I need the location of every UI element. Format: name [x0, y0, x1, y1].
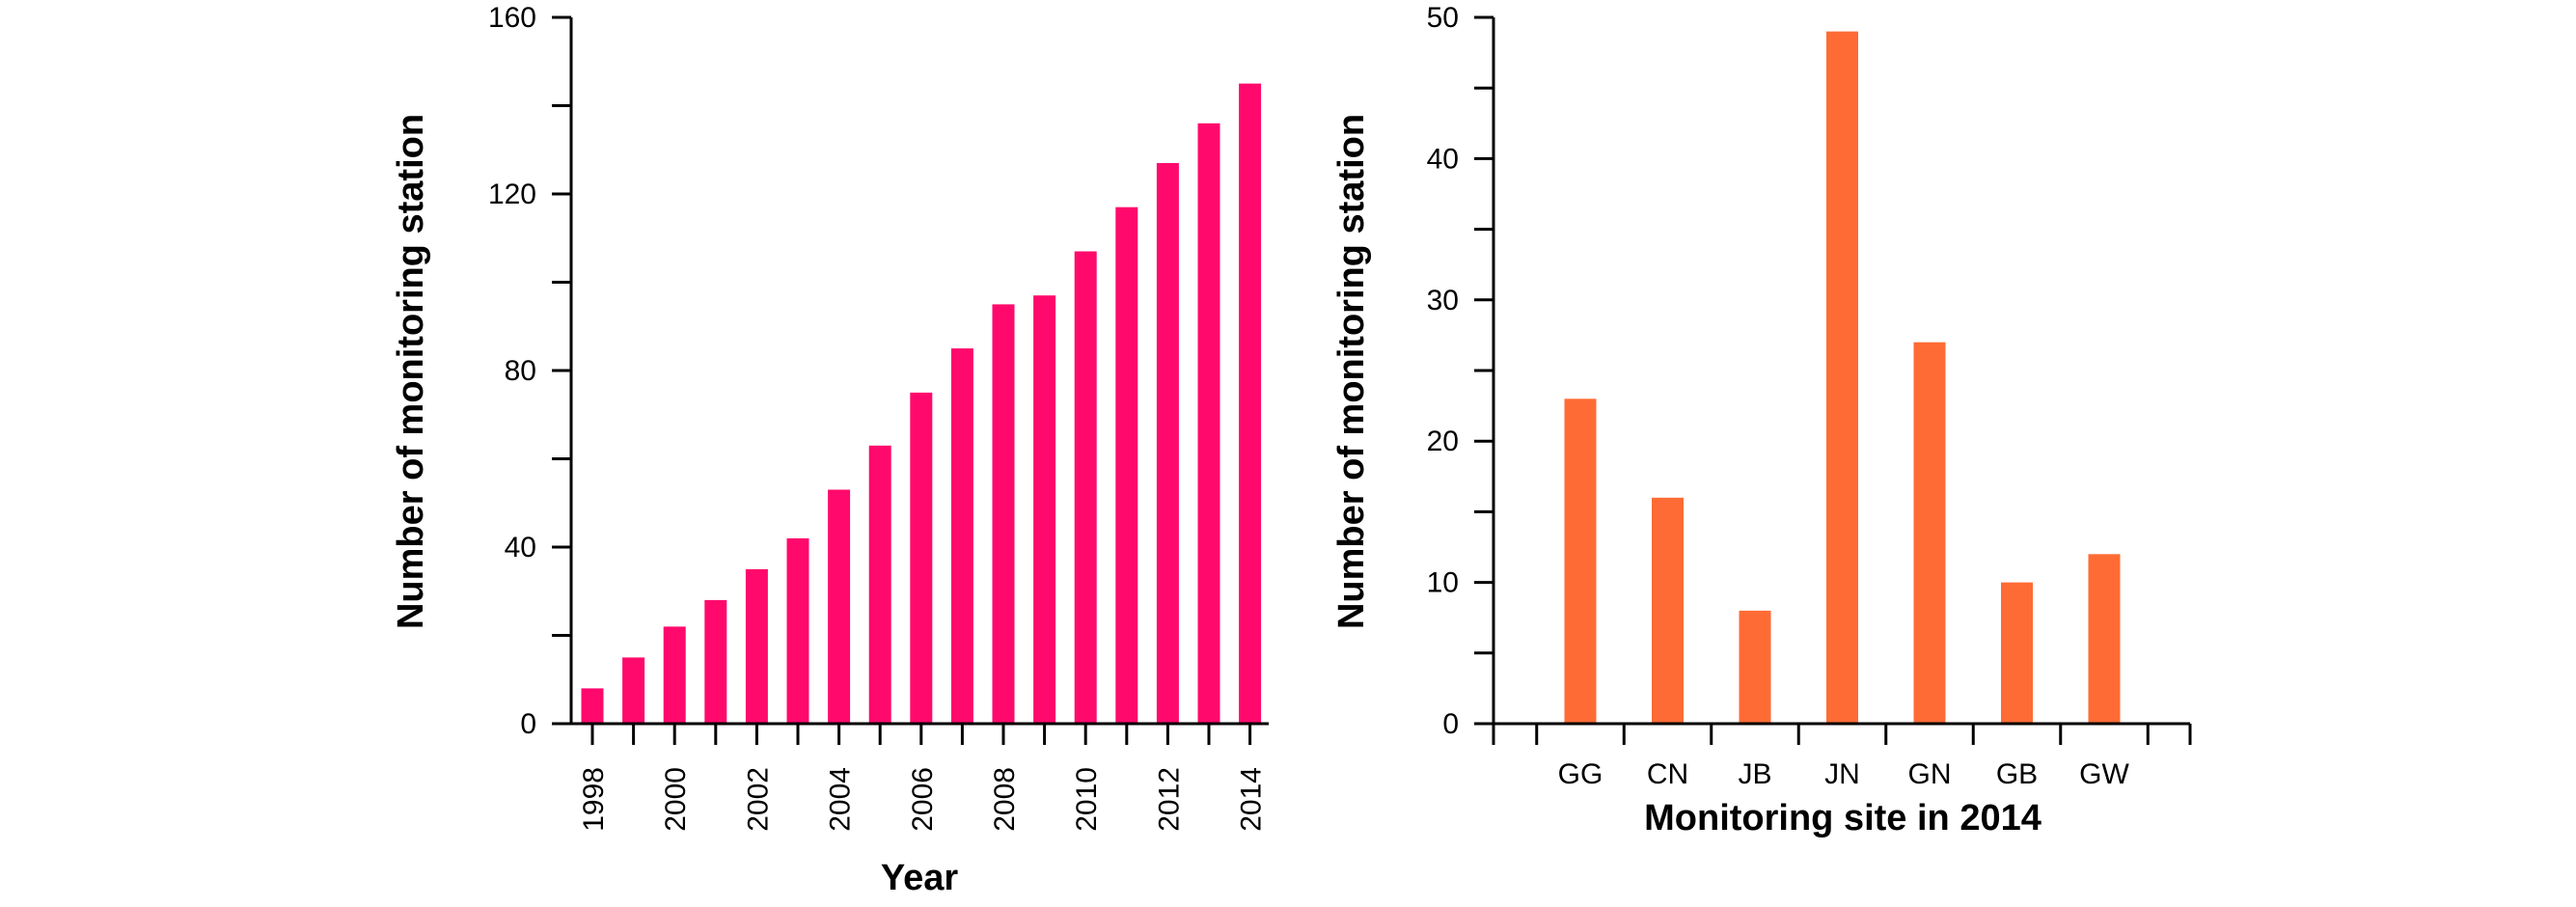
bar-JB [1739, 610, 1771, 724]
bar-GB [2001, 582, 2033, 724]
right-x-tick-label: GN [1908, 758, 1952, 790]
left-y-tick-labels: 0 40 80 120 160 [488, 2, 536, 740]
bar-2004 [828, 489, 851, 724]
bar-2002 [745, 568, 768, 724]
left-chart-station-count-by-year: 0 40 80 120 160 1998 2000 2002 2004 2006 2008 2010… [391, 2, 1269, 898]
right-axes [1474, 15, 2192, 745]
bar-2007 [950, 348, 973, 724]
left-y-tick-label: 120 [488, 179, 536, 210]
bar-1999 [622, 657, 645, 724]
left-y-tick-label: 160 [488, 2, 536, 34]
left-y-axis-title: Number of monitoring station [391, 114, 431, 629]
bar-JN [1826, 31, 1858, 725]
left-x-tick-label: 2010 [1071, 767, 1103, 832]
right-y-tick-labels: 0 10 20 30 40 50 [1427, 2, 1459, 740]
right-y-tick-label: 30 [1427, 285, 1459, 316]
right-bars [1564, 31, 2121, 725]
left-x-tick-label: 2000 [660, 767, 692, 832]
left-x-tick-label: 2006 [907, 767, 939, 832]
right-x-axis-title: Monitoring site in 2014 [1644, 798, 2042, 838]
right-x-tick-label: CN [1647, 758, 1688, 790]
right-x-tick-label: GW [2079, 758, 2129, 790]
right-y-axis-title: Number of monitoring station [1331, 114, 1372, 629]
bar-2001 [704, 599, 727, 724]
right-x-tick-labels: GG CN JB JN GN GB GW [1558, 758, 2130, 790]
right-x-tick-label: JB [1738, 758, 1771, 790]
left-x-tick-label: 1998 [578, 767, 610, 832]
left-x-tick-label: 2012 [1153, 767, 1185, 832]
right-y-tick-label: 0 [1442, 708, 1459, 740]
left-x-tick-labels: 1998 2000 2002 2004 2006 2008 2010 2012 2014 [578, 767, 1268, 832]
right-x-tick-label: JN [1824, 758, 1860, 790]
bar-2013 [1197, 123, 1220, 725]
right-y-tick-label: 20 [1427, 426, 1459, 457]
bar-2006 [910, 392, 933, 724]
bar-2010 [1074, 251, 1097, 724]
bar-2005 [868, 445, 891, 724]
bar-2003 [786, 537, 809, 724]
left-x-tick-label: 2014 [1236, 767, 1268, 832]
left-axes [552, 15, 1269, 745]
left-x-tick-label: 2008 [989, 767, 1021, 832]
left-y-tick-label: 40 [505, 532, 536, 563]
right-x-tick-label: GG [1558, 758, 1603, 790]
bar-2000 [663, 626, 686, 724]
right-chart-station-count-by-site: 0 10 20 30 40 50 GG CN JB JN GN GB GW Number of mon… [1331, 2, 2192, 838]
right-y-tick-label: 10 [1427, 567, 1459, 599]
bar-GN [1913, 342, 1946, 724]
left-y-tick-label: 80 [505, 355, 536, 387]
left-y-tick-label: 0 [520, 708, 536, 740]
bar-GW [2088, 554, 2121, 724]
bar-GG [1564, 399, 1597, 724]
bar-1998 [581, 688, 604, 724]
bar-2012 [1156, 163, 1179, 724]
left-x-tick-label: 2004 [825, 767, 857, 832]
left-bars [581, 83, 1262, 725]
left-x-tick-label: 2002 [742, 767, 774, 832]
bar-2011 [1115, 206, 1138, 724]
right-x-tick-label: GB [1996, 758, 2038, 790]
bar-2008 [992, 304, 1015, 724]
left-x-axis-title: Year [881, 858, 959, 898]
bar-2014 [1239, 83, 1262, 725]
right-y-tick-label: 50 [1427, 2, 1459, 34]
bar-CN [1652, 497, 1684, 724]
bar-2009 [1033, 295, 1056, 724]
right-y-tick-label: 40 [1427, 143, 1459, 175]
